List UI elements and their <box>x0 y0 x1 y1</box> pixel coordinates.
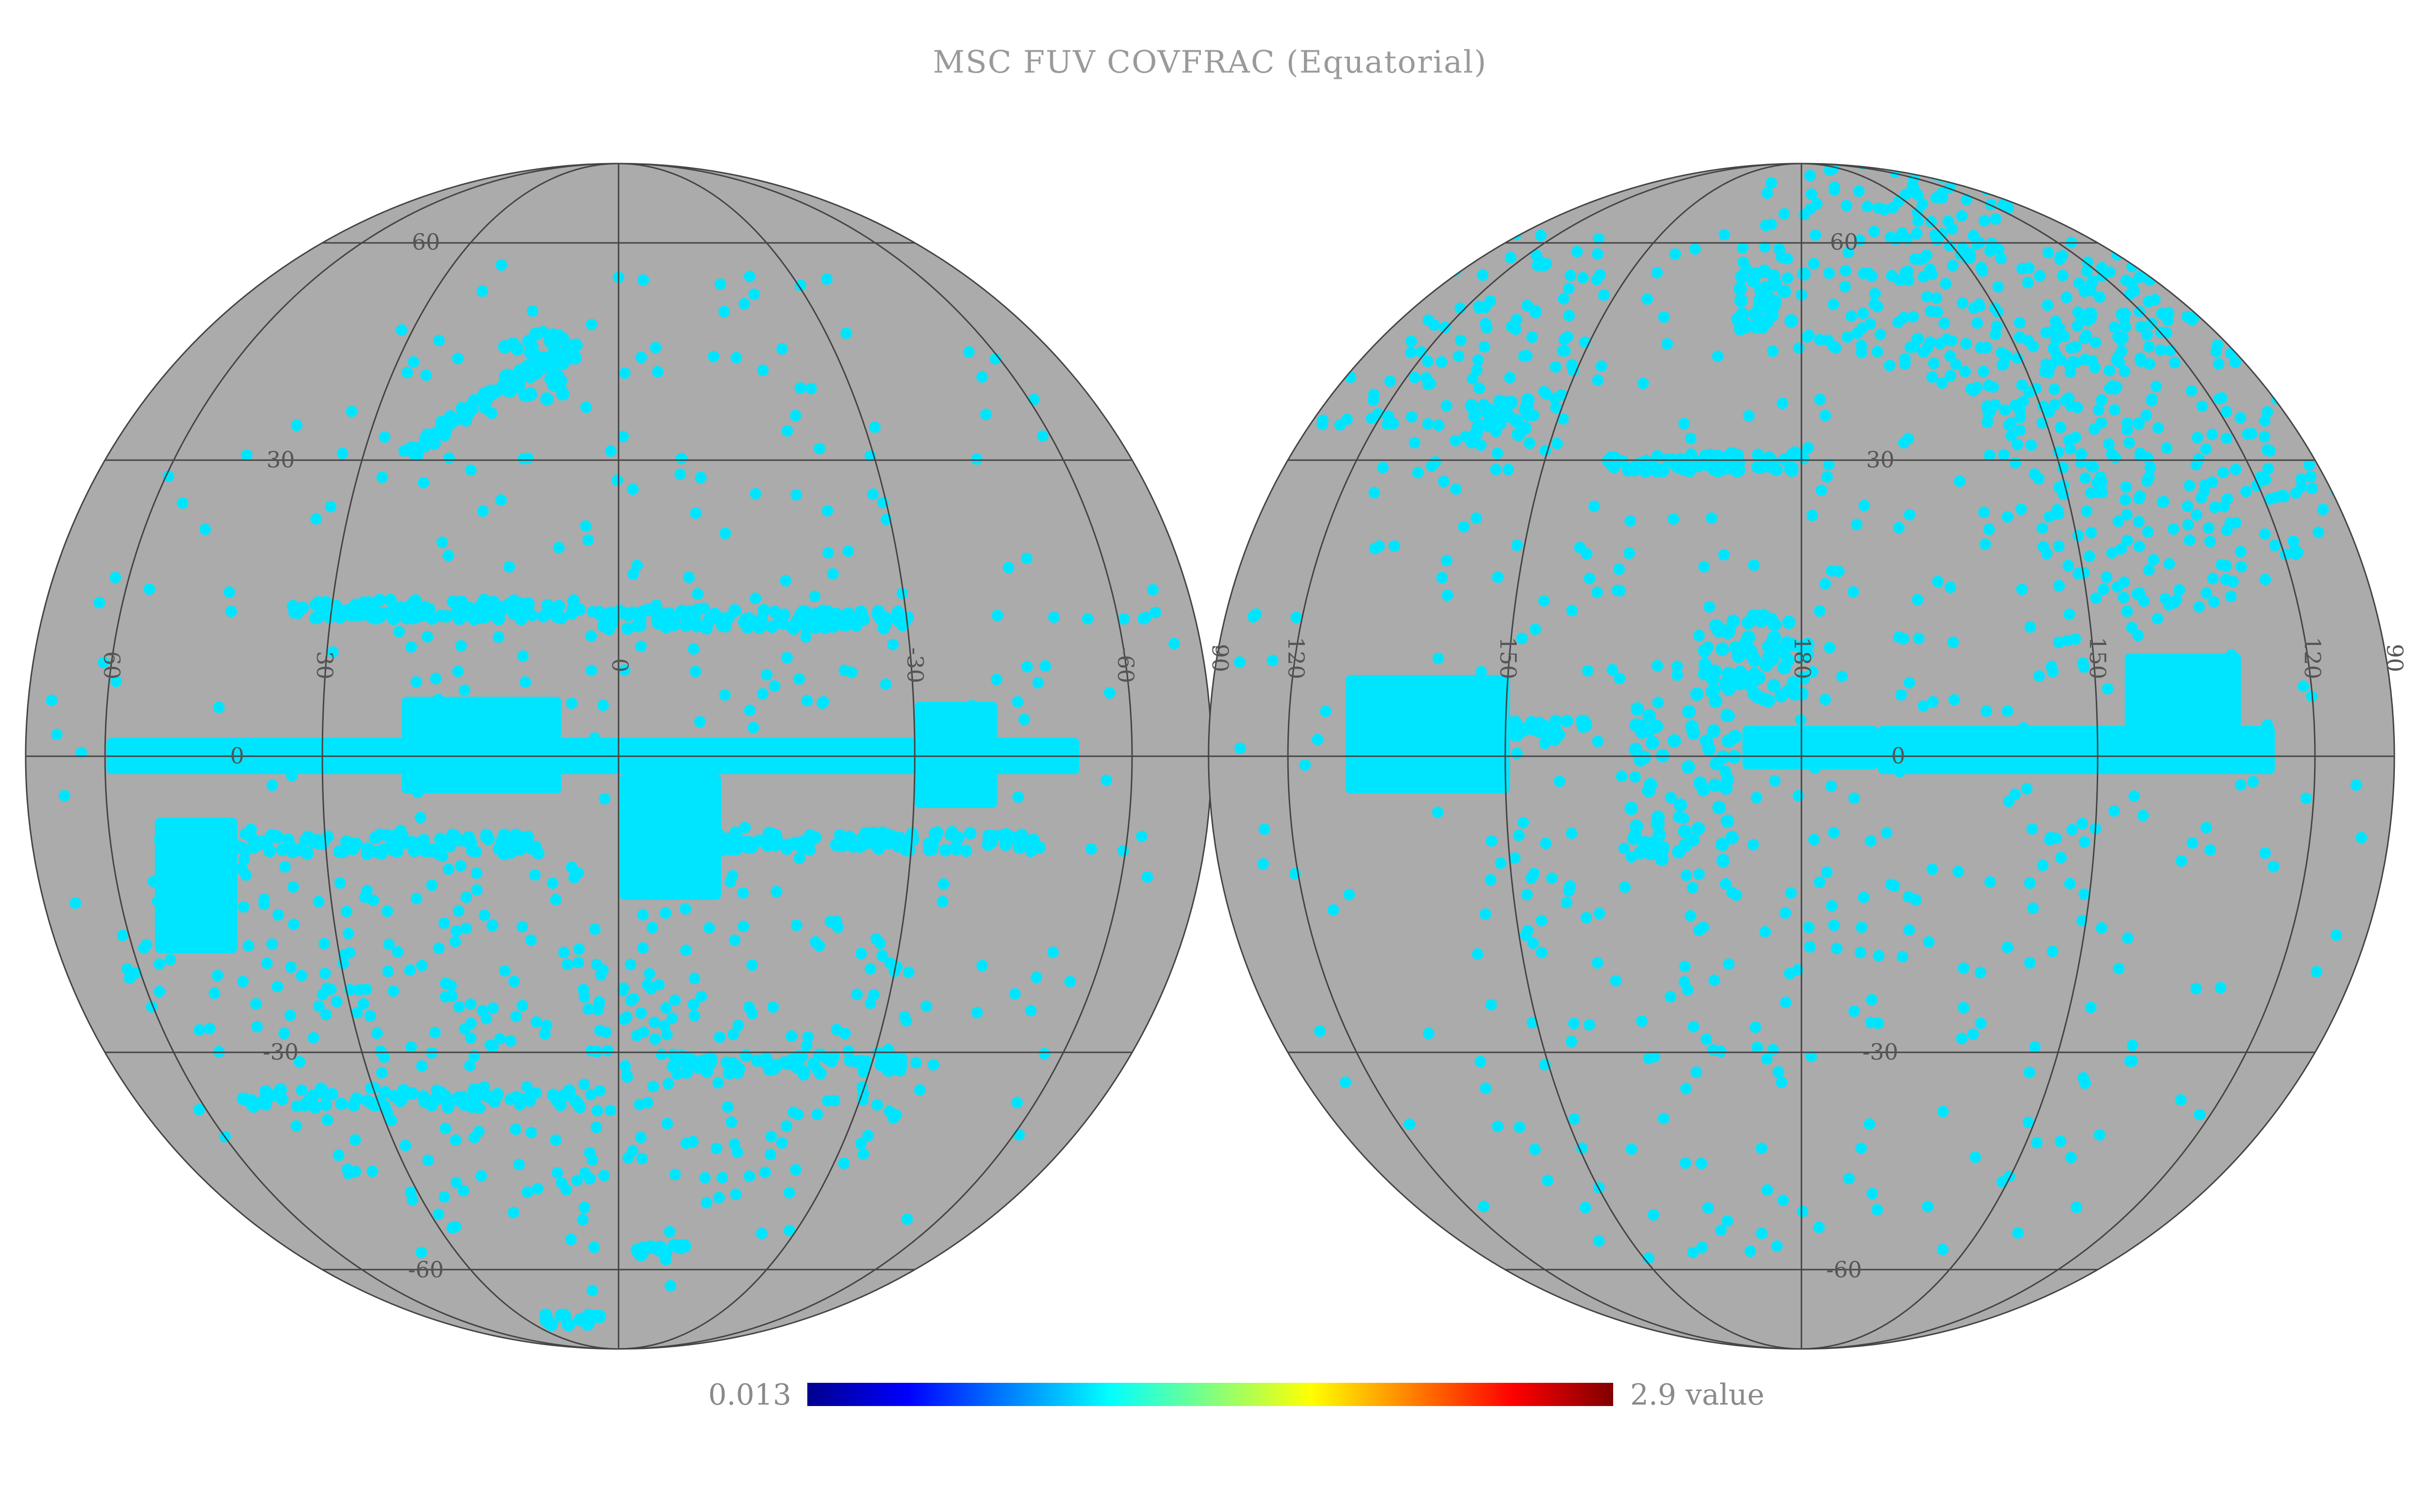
colorbar-gradient <box>807 1383 1613 1406</box>
left-coverage-patches <box>45 259 1180 1332</box>
right-lon-label: 120 <box>1283 637 1309 679</box>
left-lon-label: 0 <box>607 658 633 672</box>
right-hemisphere: 60 30 0 -30 -60 90 120 150 180 150 120 9… <box>1207 163 2408 1350</box>
right-lat-label: 30 <box>1866 447 1895 473</box>
right-globe-outline <box>1208 163 2395 1350</box>
right-lat-label: -30 <box>1862 1039 1898 1065</box>
right-lon-label: 180 <box>1789 637 1815 679</box>
right-lon-label: 150 <box>2085 637 2111 679</box>
right-lat-label: 0 <box>1891 743 1905 769</box>
colorbar: 0.013 2.9 value <box>708 1378 1764 1412</box>
right-lon-label: 120 <box>2299 637 2326 679</box>
left-hemisphere: 60 30 0 -30 -60 60 30 0 -30 -60 90 <box>25 163 1237 1350</box>
left-lon-label: -30 <box>902 647 928 683</box>
right-edge-label: 90 <box>2382 644 2408 673</box>
right-graticule <box>1209 164 2394 1349</box>
right-lon-labels: 90 120 150 180 150 120 90 <box>1207 637 2408 679</box>
left-lon-label: -60 <box>1113 647 1139 683</box>
left-lat-label: 30 <box>267 447 295 473</box>
left-lon-label: 60 <box>99 651 125 680</box>
right-lat-label: -60 <box>1826 1257 1862 1283</box>
left-lat-label: -60 <box>408 1257 444 1283</box>
right-edge-label: 90 <box>1207 644 1233 673</box>
left-lat-label: 0 <box>230 743 244 769</box>
left-lon-label: 30 <box>312 651 338 680</box>
map-title: MSC FUV COVFRAC (Equatorial) <box>933 45 1487 80</box>
left-lat-labels: 60 30 0 -30 -60 <box>230 229 444 1283</box>
left-lat-label: 60 <box>412 229 440 255</box>
colorbar-min-label: 0.013 <box>708 1378 791 1412</box>
left-lon-labels: 60 30 0 -30 -60 90 <box>99 644 1237 683</box>
left-lat-label: -30 <box>263 1039 299 1065</box>
colorbar-max-label: 2.9 value <box>1630 1378 1765 1412</box>
right-lat-labels: 60 30 0 -30 -60 <box>1826 229 1906 1283</box>
left-graticule <box>26 164 1211 1349</box>
right-lon-label: 150 <box>1495 637 1521 679</box>
right-lat-label: 60 <box>1830 229 1859 255</box>
